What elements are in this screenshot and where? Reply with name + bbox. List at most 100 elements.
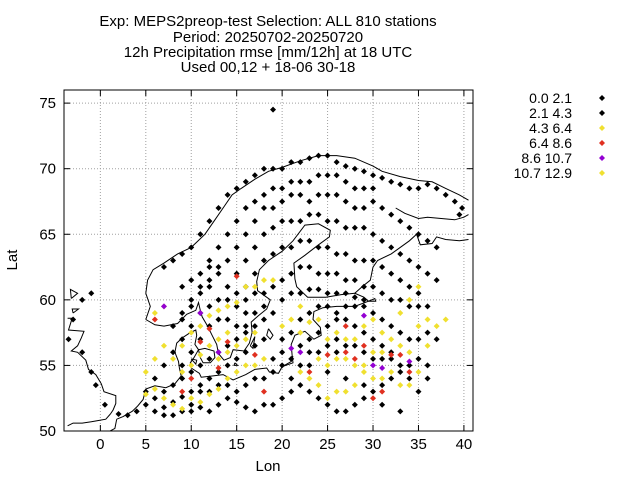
station-point bbox=[233, 388, 240, 395]
station-point bbox=[242, 257, 249, 264]
station-point bbox=[206, 264, 213, 271]
legend-marker bbox=[599, 95, 605, 101]
station-point bbox=[388, 323, 395, 330]
station-point bbox=[288, 375, 295, 382]
station-point bbox=[251, 198, 258, 205]
station-point bbox=[151, 309, 158, 316]
station-point bbox=[351, 224, 358, 231]
station-point bbox=[197, 283, 204, 290]
coastline-segment bbox=[354, 233, 469, 294]
station-point bbox=[197, 382, 204, 389]
station-point bbox=[360, 168, 367, 175]
y-tick-label: 75 bbox=[39, 95, 56, 112]
station-point bbox=[370, 185, 377, 192]
station-point bbox=[342, 290, 349, 297]
legend-marker bbox=[599, 125, 605, 131]
station-point bbox=[442, 191, 449, 198]
station-point bbox=[170, 382, 177, 389]
station-point bbox=[397, 218, 404, 225]
legend-label: 8.6 10.7 bbox=[521, 150, 572, 166]
station-point bbox=[188, 277, 195, 284]
station-point bbox=[406, 296, 413, 303]
station-point bbox=[124, 412, 131, 419]
station-point bbox=[297, 382, 304, 389]
station-point bbox=[133, 408, 140, 415]
station-point bbox=[415, 264, 422, 271]
coastline-segment bbox=[69, 288, 79, 299]
station-point bbox=[115, 410, 122, 417]
station-point bbox=[342, 178, 349, 185]
coastline-segment bbox=[395, 207, 469, 221]
station-point bbox=[288, 355, 295, 362]
station-point bbox=[324, 152, 331, 159]
station-point bbox=[151, 395, 158, 402]
station-point bbox=[233, 399, 240, 406]
station-point bbox=[333, 388, 340, 395]
station-point bbox=[197, 323, 204, 330]
station-point bbox=[306, 349, 313, 356]
station-point bbox=[360, 382, 367, 389]
station-point bbox=[297, 191, 304, 198]
station-point bbox=[315, 172, 322, 179]
station-point bbox=[251, 309, 258, 316]
station-point bbox=[224, 283, 231, 290]
station-point bbox=[333, 329, 340, 336]
station-point bbox=[351, 277, 358, 284]
station-point bbox=[388, 244, 395, 251]
station-point bbox=[397, 362, 404, 369]
station-point bbox=[379, 329, 386, 336]
station-point bbox=[288, 290, 295, 297]
station-point bbox=[142, 401, 149, 408]
station-point bbox=[233, 185, 240, 192]
station-point bbox=[270, 205, 277, 212]
coastline-segment bbox=[67, 317, 117, 415]
station-point bbox=[242, 205, 249, 212]
station-point bbox=[188, 323, 195, 330]
station-point bbox=[360, 185, 367, 192]
station-point bbox=[179, 368, 186, 375]
station-point bbox=[242, 329, 249, 336]
station-point bbox=[215, 244, 222, 251]
station-point bbox=[306, 211, 313, 218]
station-point bbox=[397, 368, 404, 375]
station-point bbox=[424, 270, 431, 277]
station-point bbox=[215, 401, 222, 408]
station-point bbox=[306, 309, 313, 316]
station-point bbox=[433, 323, 440, 330]
station-point bbox=[179, 362, 186, 369]
station-point bbox=[160, 388, 167, 395]
station-point bbox=[315, 329, 322, 336]
coastline bbox=[67, 155, 469, 431]
station-point bbox=[288, 191, 295, 198]
station-points bbox=[65, 106, 466, 419]
station-point bbox=[233, 368, 240, 375]
station-point bbox=[415, 283, 422, 290]
station-point bbox=[242, 283, 249, 290]
station-point bbox=[388, 351, 395, 358]
legend-label: 10.7 12.9 bbox=[514, 165, 573, 181]
station-point bbox=[206, 312, 213, 319]
station-point bbox=[424, 342, 431, 349]
station-point bbox=[242, 382, 249, 389]
station-point bbox=[370, 172, 377, 179]
axis-ticks: 0 5 10 15 20 25 30 35 40 50 55 60 65 70 75 bbox=[39, 90, 473, 453]
station-point bbox=[360, 329, 367, 336]
station-point bbox=[406, 283, 413, 290]
station-point bbox=[406, 224, 413, 231]
station-point bbox=[397, 277, 404, 284]
station-point bbox=[297, 264, 304, 271]
station-point bbox=[270, 106, 277, 113]
y-tick-label: 65 bbox=[39, 226, 56, 243]
station-point bbox=[333, 336, 340, 343]
station-point bbox=[351, 342, 358, 349]
station-point bbox=[379, 365, 386, 372]
station-point bbox=[251, 408, 258, 415]
station-point bbox=[333, 172, 340, 179]
station-point bbox=[197, 231, 204, 238]
station-point bbox=[306, 336, 313, 343]
station-point bbox=[242, 336, 249, 343]
station-point bbox=[88, 290, 95, 297]
station-point bbox=[456, 211, 463, 218]
station-point bbox=[65, 336, 72, 343]
station-point bbox=[224, 303, 231, 310]
